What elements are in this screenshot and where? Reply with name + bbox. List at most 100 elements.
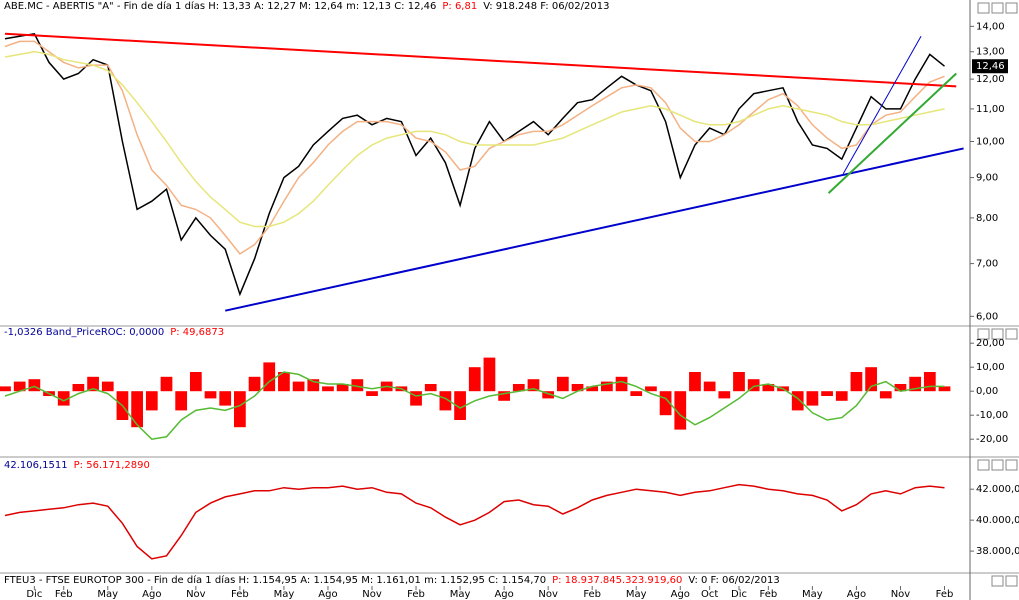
x-tick-label: Ago	[671, 589, 690, 600]
y-tick-label: 0,00	[976, 386, 998, 397]
button[interactable]	[991, 328, 1004, 340]
y-tick-label: 11,00	[976, 104, 1005, 115]
button[interactable]	[977, 459, 990, 471]
button[interactable]	[991, 459, 1004, 471]
y-tick-label: 10,00	[976, 137, 1005, 148]
bar	[131, 391, 143, 428]
x-tick-label: Nov	[362, 589, 382, 600]
x-tick-label: May	[274, 589, 295, 600]
bar	[879, 391, 892, 399]
bar	[733, 372, 745, 392]
bar	[674, 391, 687, 430]
button[interactable]	[1005, 459, 1018, 471]
x-tick-label: Dic	[731, 589, 747, 600]
bar	[762, 384, 775, 392]
trendline	[842, 36, 922, 175]
bar	[468, 367, 481, 392]
bar	[87, 376, 99, 392]
x-tick-label: Ago	[847, 589, 866, 600]
bar	[219, 391, 232, 406]
bar	[424, 384, 437, 392]
y-tick-label: 38.000,00	[976, 546, 1019, 557]
bar	[175, 391, 188, 411]
button[interactable]	[1005, 328, 1018, 340]
x-tick-label: May	[802, 589, 823, 600]
bar	[923, 372, 936, 392]
x-tick-label: Feb	[936, 589, 954, 600]
header-part: V: 918.248 F: 06/02/2013	[483, 1, 609, 12]
header-part: V: 0 F: 06/02/2013	[688, 575, 779, 586]
x-tick-label: Ago	[142, 589, 161, 600]
header-part: 42.106,1511	[4, 460, 68, 471]
bar	[322, 386, 334, 392]
x-tick-label: May	[97, 589, 118, 600]
bar	[615, 376, 628, 392]
bar	[366, 391, 378, 396]
button[interactable]	[977, 328, 990, 340]
x-tick-label: Oct	[701, 589, 718, 600]
x-tick-label: May	[450, 589, 471, 600]
y-tick-label: 40.000,00	[976, 515, 1019, 526]
series-line	[4, 371, 945, 441]
bar	[938, 386, 951, 392]
header-part: P: 56.171,2890	[74, 460, 150, 471]
header-part: P: 18.937.845.323.919,60	[552, 575, 682, 586]
bar	[821, 391, 833, 396]
x-tick-label: Feb	[583, 589, 601, 600]
bar	[659, 391, 672, 416]
bar	[894, 384, 907, 392]
x-tick-label: Ago	[494, 589, 513, 600]
bar	[160, 376, 173, 392]
bar	[410, 391, 422, 406]
y-tick-label: 13,00	[976, 47, 1005, 58]
x-tick-label: Nov	[891, 589, 911, 600]
button[interactable]	[977, 2, 990, 14]
y-tick-label: 20,00	[976, 338, 1005, 349]
bar	[439, 391, 452, 411]
last-value-box	[972, 59, 1008, 74]
x-tick-label: Nov	[538, 589, 558, 600]
button[interactable]	[991, 575, 1004, 587]
bar	[835, 391, 848, 401]
trendline	[224, 147, 964, 312]
bar	[57, 391, 70, 406]
bar	[601, 381, 613, 392]
bar	[527, 379, 540, 392]
y-tick-label: 10,00	[976, 362, 1005, 373]
header-part: ABE.MC - ABERTIS "A" - Fin de día 1 días…	[4, 0, 436, 12]
bar	[718, 391, 731, 399]
bar	[703, 381, 716, 392]
bar	[0, 386, 11, 392]
bar	[909, 376, 922, 392]
bar	[336, 384, 349, 392]
bar	[72, 384, 85, 392]
bar	[512, 384, 525, 392]
bar	[28, 379, 41, 392]
y-tick-label: -20,00	[976, 434, 1008, 445]
bar	[791, 391, 804, 411]
series-line	[4, 40, 945, 255]
bar	[542, 391, 555, 399]
bar	[586, 386, 599, 392]
bar	[850, 372, 863, 392]
button[interactable]	[1005, 575, 1018, 587]
y-tick-label: 8,00	[976, 213, 998, 224]
bar	[747, 379, 760, 392]
header-part: P: 6,81	[442, 1, 477, 12]
y-tick-label: 6,00	[976, 311, 998, 322]
x-tick-label: Feb	[231, 589, 249, 600]
trendline	[827, 72, 957, 194]
x-tick-label: Feb	[759, 589, 777, 600]
bar	[145, 391, 158, 411]
series-line	[4, 50, 945, 228]
y-tick-label: 42.000,00	[976, 484, 1019, 495]
y-tick-label: -10,00	[976, 410, 1008, 421]
bar	[189, 372, 202, 392]
header-part: FTEU3 - FTSE EUROTOP 300 - Fin de día 1 …	[4, 574, 546, 586]
y-tick-label: 12,00	[976, 74, 1005, 85]
bar	[234, 391, 246, 428]
button[interactable]	[991, 2, 1004, 14]
button[interactable]	[1005, 2, 1018, 14]
